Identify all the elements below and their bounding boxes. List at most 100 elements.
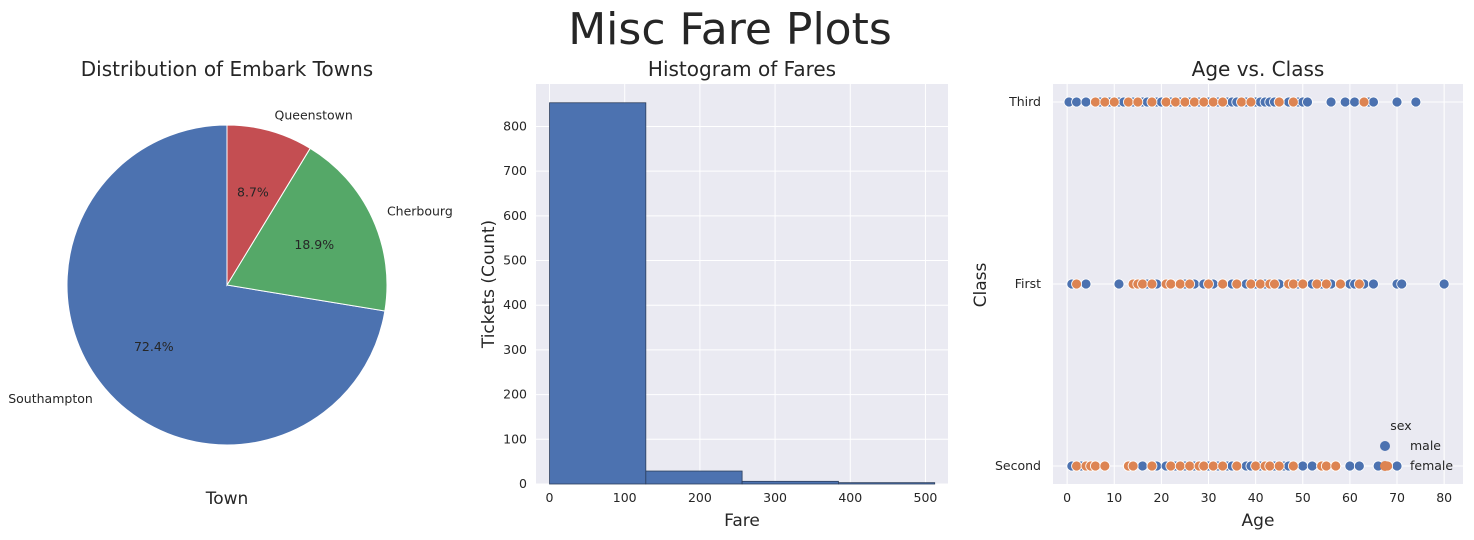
pie-chart-panel: Distribution of Embark Towns Southampton… — [8, 57, 453, 509]
scatter-point-male — [1306, 460, 1318, 472]
scatter-point-female — [1311, 278, 1323, 290]
scatter-point-female — [1353, 278, 1365, 290]
histogram-xtick-label: 100 — [613, 490, 637, 505]
scatter-ytick-label: Second — [995, 458, 1041, 473]
scatter-point-female — [1273, 460, 1285, 472]
histogram-ytick-label: 0 — [519, 476, 527, 491]
scatter-point-female — [1170, 96, 1181, 108]
scatter-xtick-label: 30 — [1201, 490, 1217, 505]
scatter-xtick-label: 0 — [1063, 490, 1071, 505]
scatter-xtick-label: 70 — [1389, 490, 1405, 505]
histogram-bar — [645, 470, 743, 485]
scatter-xtick-label: 50 — [1295, 490, 1311, 505]
scatter-point-female — [1287, 460, 1299, 472]
scatter-point-female — [1146, 460, 1158, 472]
histogram-title: Histogram of Fares — [648, 57, 836, 81]
histogram-ytick-label: 600 — [503, 208, 527, 223]
scatter-ticks: 0 10 20 30 40 50 60 70 80 Third First Second — [995, 94, 1452, 505]
scatter-point-female — [1071, 460, 1082, 472]
scatter-point-female — [1330, 460, 1342, 472]
pie-slices: Southampton 72.4% Cherbourg 18.9% Queenstown… — [8, 108, 453, 446]
scatter-point-male — [1339, 96, 1351, 108]
histogram-ytick-label: 400 — [503, 297, 527, 312]
histogram-bar — [838, 482, 936, 485]
scatter-point-female — [1188, 96, 1200, 108]
pie-label-southampton: Southampton — [8, 391, 93, 406]
scatter-point-male — [1137, 460, 1148, 472]
scatter-point-female — [1320, 278, 1332, 290]
histogram-xtick-label: 300 — [763, 490, 787, 505]
scatter-xlabel: Age — [1242, 511, 1275, 531]
scatter-point-male — [1080, 96, 1092, 108]
scatter-points — [1063, 96, 1450, 472]
scatter-point-female — [1231, 460, 1243, 472]
scatter-point-male — [1325, 96, 1337, 108]
histogram-ylabel: Tickets (Count) — [479, 220, 499, 349]
scatter-point-male — [1396, 278, 1408, 290]
scatter-panel: Age vs. Class 0 10 20 30 40 50 60 70 80 Third Firs… — [971, 57, 1463, 531]
scatter-point-female — [1137, 278, 1148, 290]
scatter-point-female — [1269, 278, 1280, 290]
scatter-point-male — [1349, 96, 1361, 108]
scatter-point-female — [1198, 460, 1210, 472]
histogram-ytick-label: 700 — [503, 163, 527, 178]
scatter-point-female — [1273, 96, 1285, 108]
scatter-ylabel: Class — [971, 262, 991, 307]
pie-slice-cherbourg — [226, 147, 388, 312]
histogram-xlabel: Fare — [724, 511, 760, 531]
pie-label-queenstown: Queenstown — [275, 108, 353, 123]
scatter-point-female — [1174, 460, 1186, 472]
scatter-xtick-label: 60 — [1342, 490, 1358, 505]
scatter-point-female — [1165, 278, 1177, 290]
histogram-ytick-label: 100 — [503, 431, 527, 446]
scatter-point-female — [1320, 460, 1332, 472]
scatter-point-female — [1254, 278, 1266, 290]
scatter-point-female — [1127, 460, 1139, 472]
scatter-point-female — [1245, 96, 1257, 108]
scatter-point-female — [1231, 278, 1243, 290]
scatter-point-female — [1099, 460, 1111, 472]
histogram-ytick-label: 200 — [503, 387, 527, 402]
figure-title: Misc Fare Plots — [568, 4, 892, 55]
scatter-point-female — [1245, 278, 1257, 290]
histogram-panel: Histogram of Fares 0 100 200 300 400 500 0 100 2… — [479, 57, 948, 531]
pie-slice-southampton — [66, 124, 386, 446]
scatter-point-male — [1438, 278, 1450, 290]
histogram-ytick-label: 800 — [503, 118, 527, 133]
scatter-point-female — [1217, 96, 1229, 108]
pie-pct-label-queenstown: 8.7% — [237, 185, 269, 200]
legend-marker-female — [1380, 461, 1390, 471]
scatter-point-female — [1358, 96, 1370, 108]
scatter-point-female — [1179, 96, 1191, 108]
histogram-xtick-label: 400 — [838, 490, 862, 505]
scatter-point-female — [1108, 96, 1120, 108]
scatter-point-male — [1391, 96, 1403, 108]
histogram-bars — [549, 102, 936, 485]
scatter-point-female — [1203, 278, 1214, 290]
scatter-xtick-label: 20 — [1153, 490, 1169, 505]
histogram-bar — [549, 102, 647, 485]
scatter-point-female — [1217, 460, 1229, 472]
scatter-point-female — [1287, 96, 1299, 108]
scatter-point-female — [1335, 278, 1346, 290]
scatter-point-female — [1165, 460, 1177, 472]
scatter-point-male — [1302, 96, 1313, 108]
scatter-point-female — [1090, 460, 1101, 472]
pie-pct-label-cherbourg: 18.9% — [294, 237, 334, 252]
legend-label-female: female — [1410, 458, 1453, 473]
scatter-point-male — [1080, 278, 1092, 290]
histogram-xtick-label: 200 — [688, 490, 712, 505]
histogram-ytick-label: 300 — [503, 342, 527, 357]
scatter-point-female — [1090, 96, 1101, 108]
histogram-bar — [741, 480, 839, 485]
scatter-point-female — [1184, 278, 1196, 290]
scatter-point-female — [1297, 278, 1309, 290]
scatter-point-male — [1391, 460, 1403, 472]
scatter-point-male — [1344, 460, 1356, 472]
histogram-ytick-label: 500 — [503, 253, 527, 268]
scatter-ytick-label: Third — [1008, 94, 1041, 109]
scatter-legend: sex male female — [1380, 418, 1453, 473]
scatter-point-female — [1217, 278, 1229, 290]
scatter-point-female — [1198, 96, 1210, 108]
